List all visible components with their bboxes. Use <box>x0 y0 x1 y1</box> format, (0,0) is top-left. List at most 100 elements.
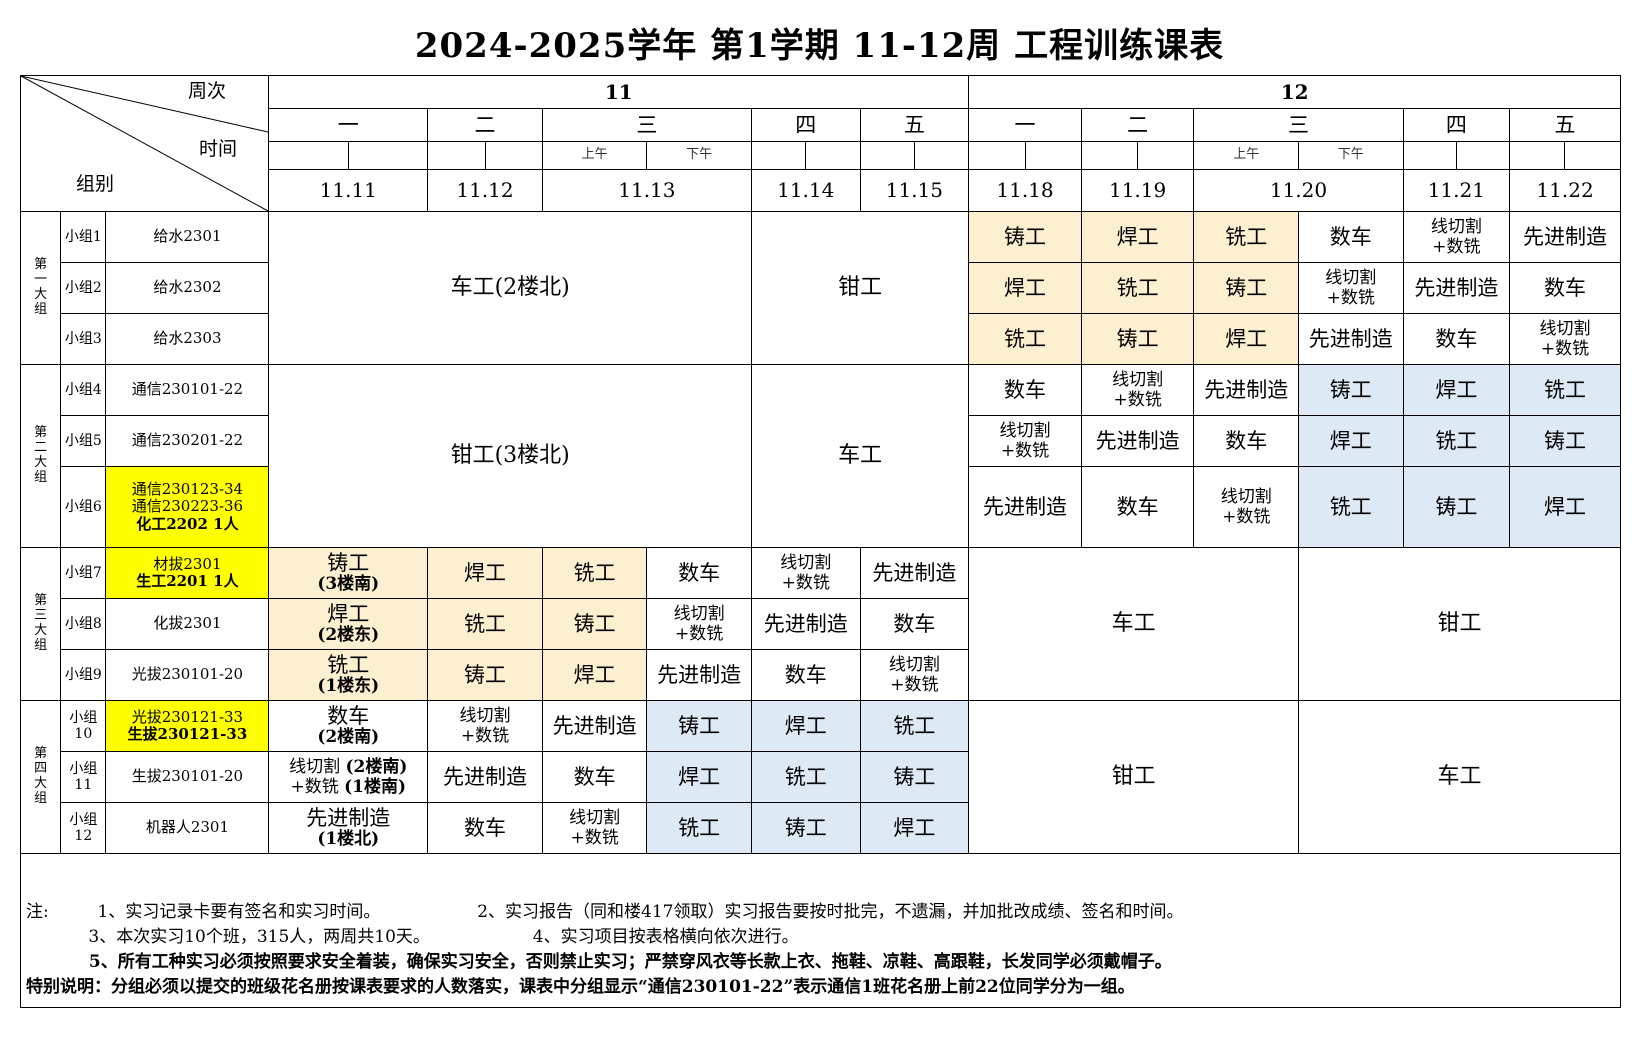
note-1: 1、实习记录卡要有签名和实习时间。 <box>97 902 381 922</box>
schedule-table: 周次 时间 组别 11 12 一二三四五一二三四五上午 下午 上午 下午 11.11 11.12 11… <box>19 74 1622 854</box>
big-group-char: 大 <box>34 455 48 470</box>
date-header: 11.11 <box>268 168 429 213</box>
session-cell: 线切割 +数铣 <box>646 598 752 650</box>
notes-line-1: 注: 1、实习记录卡要有签名和实习时间。 2、实习报告（同和楼417领取）实习报… <box>26 900 1616 925</box>
cell-line: (1楼北) <box>317 829 380 850</box>
merged-block: 车工 <box>968 547 1299 701</box>
big-group-char: 一 <box>34 272 48 288</box>
session-cell: 线切割 +数铣 <box>859 649 970 701</box>
session-cell: 铣工 <box>1080 262 1195 314</box>
note-4: 4、实习项目按表格横向依次进行。 <box>532 927 799 947</box>
session-cell: 线切割 +数铣 <box>1193 466 1299 548</box>
weekday-header: 五 <box>1509 108 1621 143</box>
cell-text: 焊工 <box>573 662 616 687</box>
cell-text: 数车 <box>1435 326 1478 351</box>
time-slot-cell <box>347 141 429 170</box>
big-group-char: 大 <box>34 623 48 638</box>
cell-text: 先进制造 <box>1414 275 1499 300</box>
corner-header-cell: 周次 时间 组别 <box>19 75 270 212</box>
cell-line: 线切割 <box>780 552 832 573</box>
big-group-char: 第 <box>34 425 48 441</box>
weekday-header: 一 <box>268 108 429 143</box>
class-name-line: 生拔230121-33 <box>127 725 248 743</box>
big-group-label: 第一大组 <box>19 211 62 365</box>
date-header: 11.20 <box>1193 168 1404 213</box>
subgroup-label-line: 小组8 <box>64 615 102 632</box>
cell-line: +数铣 <box>675 624 724 644</box>
merged-block: 钳工 <box>750 211 970 365</box>
class-name-line: 材拔2301 <box>153 554 222 573</box>
cell-text: 数车 <box>1116 494 1159 519</box>
note-5: 5、所有工种实习必须按照要求安全着装，确保实习安全，否则禁止实习；严禁穿风衣等长… <box>88 952 1172 972</box>
cell-text: 先进制造 <box>1523 224 1608 249</box>
class-name-cell: 给水2302 <box>105 262 270 314</box>
cell-line: +数铣 <box>1540 339 1590 359</box>
session-cell: 铸工 <box>1402 466 1511 548</box>
cell-line: 线切割 <box>1539 318 1591 339</box>
corner-diagonal-lines <box>21 76 268 211</box>
cell-text: 焊工 <box>678 764 721 789</box>
cell-line: 线切割 (2楼南) <box>289 756 408 777</box>
weekday-header: 三 <box>541 108 752 143</box>
cell-text: 先进制造 <box>1308 326 1393 351</box>
weekday-header: 二 <box>427 108 543 143</box>
subgroup-label-line: 12 <box>74 828 93 844</box>
session-cell: 铣工 <box>1297 466 1404 548</box>
session-cell: 数车 <box>541 751 648 803</box>
time-slot-cell <box>859 141 915 170</box>
session-cell: 铸工 <box>1193 262 1299 314</box>
session-cell: 先进制造 <box>646 649 752 701</box>
session-cell: 铸工 <box>859 751 970 803</box>
session-cell: 铣工 <box>968 313 1082 365</box>
cell-text: 铸工 <box>1329 377 1372 402</box>
cell-line: +数铣 <box>781 573 830 593</box>
big-group-char: 大 <box>34 287 48 302</box>
class-name-line: 生工2201 1人 <box>136 572 239 590</box>
big-group-char: 组 <box>34 637 48 653</box>
session-cell: 铸工 (3楼南) <box>268 547 429 599</box>
cell-text: 数车 <box>1004 377 1047 402</box>
cell-line: +数铣 <box>1326 288 1375 308</box>
week-11-header: 11 <box>268 74 970 110</box>
big-group-label: 第三大组 <box>19 547 62 701</box>
date-header: 11.14 <box>750 168 861 213</box>
cell-text: 焊工 <box>1435 377 1478 402</box>
cell-text: 铸工 <box>893 764 936 789</box>
session-cell: 数车 (2楼南) <box>268 700 429 752</box>
cell-line: +数铣 <box>460 726 510 746</box>
subgroup-label: 小组2 <box>60 262 107 314</box>
class-name-cell: 光拔230101-20 <box>105 649 270 701</box>
session-cell: 数车 <box>750 649 861 701</box>
session-cell: 焊工 <box>968 262 1082 314</box>
cell-text: 铣工 <box>1544 377 1587 402</box>
time-slot-cell <box>484 141 543 170</box>
big-group-char: 四 <box>34 761 48 777</box>
notes-line-3: 5、所有工种实习必须按照要求安全着装，确保实习安全，否则禁止实习；严禁穿风衣等长… <box>26 950 1616 975</box>
session-cell: 焊工 <box>1297 415 1404 467</box>
merged-block: 钳工 <box>968 700 1299 854</box>
cell-text: 铸工 <box>573 611 616 636</box>
cell-line: (1楼东) <box>317 676 380 697</box>
cell-text: 先进制造 <box>443 764 528 789</box>
session-cell: 先进制造 <box>859 547 970 599</box>
session-cell: 铸工 <box>427 649 543 701</box>
cell-line: 线切割 <box>1112 369 1164 390</box>
cell-text: 焊工 <box>893 815 936 840</box>
cell-line: 焊工 <box>327 602 370 627</box>
cell-text: 铸工 <box>678 713 721 738</box>
page-title: 2024-2025学年 第1学期 11-12周 工程训练课表 <box>414 26 1225 66</box>
subgroup-label-line: 小组 <box>69 811 98 828</box>
weekday-header: 四 <box>750 108 861 143</box>
date-header: 11.15 <box>859 168 970 213</box>
cell-text: 先进制造 <box>1095 428 1180 453</box>
big-group-label: 第二大组 <box>19 364 62 548</box>
session-cell: 铣工 <box>646 802 752 854</box>
session-cell: 线切割 (2楼南) +数铣 (1楼南) <box>268 751 429 803</box>
class-name-cell: 给水2301 <box>105 211 270 263</box>
session-cell: 铣工 <box>859 700 970 752</box>
cell-text: 铣工 <box>893 713 936 738</box>
cell-text: 数车 <box>1544 275 1587 300</box>
cell-text: 铣工 <box>1435 428 1478 453</box>
class-name-cell: 化拔2301 <box>105 598 270 650</box>
note-2: 2、实习报告（同和楼417领取）实习报告要按时批完，不遗漏，并加批改成绩、签名和… <box>477 902 1184 922</box>
